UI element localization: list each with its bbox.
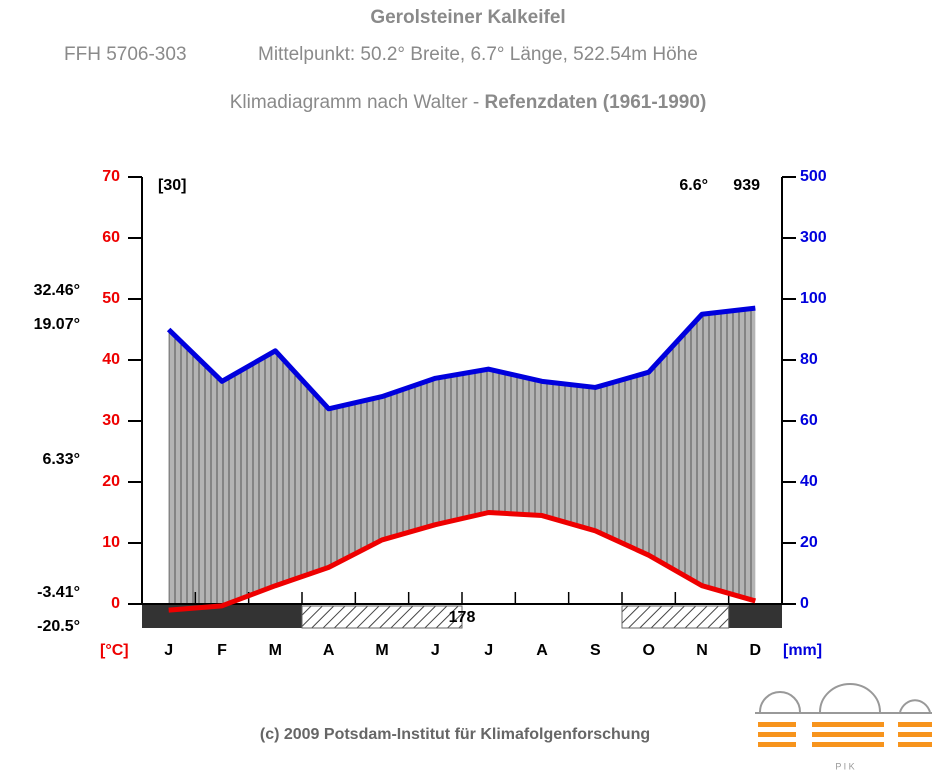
y-tick-label: 60 <box>102 229 120 246</box>
y-axis-label: [°C] <box>100 642 129 659</box>
x-tick-label: F <box>217 642 227 659</box>
x-tick-label: M <box>269 642 282 659</box>
x-tick-label: A <box>536 642 548 659</box>
y-tick-label: 40 <box>102 351 120 368</box>
x-tick-label: S <box>590 642 601 659</box>
x-tick-label: O <box>642 642 654 659</box>
y-tick-label: 0 <box>111 595 120 612</box>
subtitle-text: Klimadiagramm nach Walter - <box>230 92 485 113</box>
credit: (c) 2009 Potsdam-Institut für Klimafolge… <box>260 726 650 743</box>
side-label: 19.07° <box>34 316 80 333</box>
y2-tick-label: 0 <box>800 595 809 612</box>
y2-tick-label: 500 <box>800 168 827 185</box>
subtitle: Klimadiagramm nach Walter - Refenzdaten … <box>230 92 707 113</box>
y2-tick-label: 60 <box>800 412 818 429</box>
side-label: -3.41° <box>37 584 80 601</box>
annual-precip-label: 939 <box>733 177 760 194</box>
plot: 178 0 10 20 30 40 50 60 70 0 20 40 60 80 100 300 500 J F M A… <box>102 168 827 659</box>
side-label: -20.5° <box>37 618 80 635</box>
frost-label: 178 <box>449 609 476 626</box>
y2-tick-label: 100 <box>800 290 827 307</box>
y2-tick-label: 40 <box>800 473 818 490</box>
y-tick-label: 30 <box>102 412 120 429</box>
logo: P I K <box>755 683 932 771</box>
subtitle-bold: Refenzdaten (1961-1990) <box>485 92 707 113</box>
y-tick-label: 10 <box>102 534 120 551</box>
x-tick-label: D <box>750 642 762 659</box>
x-tick-label: A <box>323 642 335 659</box>
frost-bar-sure <box>728 604 782 628</box>
years-label: [30] <box>158 177 186 194</box>
x-tick-label: J <box>431 642 440 659</box>
frost-bar-probable <box>301 605 463 629</box>
x-tick-label: J <box>484 642 493 659</box>
chart-title: Gerolsteiner Kalkeifel <box>370 7 565 28</box>
x-tick-label: J <box>164 642 173 659</box>
y2-tick-label: 300 <box>800 229 827 246</box>
y2-tick-label: 20 <box>800 534 818 551</box>
x-tick-label: M <box>375 642 388 659</box>
frost-bar-probable <box>621 605 730 629</box>
x-tick-label: N <box>696 642 708 659</box>
site-code: FFH 5706-303 <box>64 44 187 65</box>
y-tick-label: 50 <box>102 290 120 307</box>
y2-axis-label: [mm] <box>783 642 822 659</box>
y2-tick-label: 80 <box>800 351 818 368</box>
temperature-line <box>168 510 757 613</box>
precipitation-line <box>166 305 756 412</box>
location: Mittelpunkt: 50.2° Breite, 6.7° Länge, 5… <box>258 44 698 65</box>
mean-temp-label: 6.6° <box>679 177 708 194</box>
side-label: 32.46° <box>34 282 80 299</box>
logo-text: P I K <box>835 761 854 771</box>
y-tick-label: 20 <box>102 473 120 490</box>
side-label: 6.33° <box>42 451 80 468</box>
y-tick-label: 70 <box>102 168 120 185</box>
